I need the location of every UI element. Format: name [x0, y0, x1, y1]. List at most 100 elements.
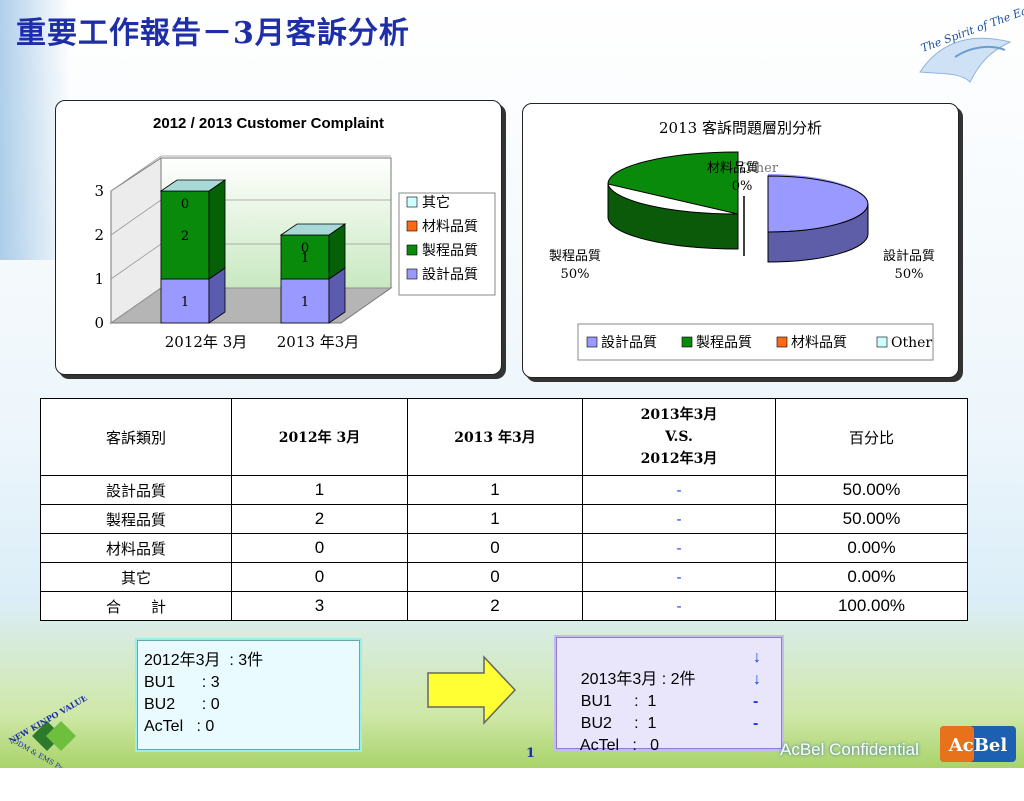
pie-legend-swatch: [876, 336, 888, 348]
legend-label: 設計品質: [422, 267, 478, 283]
eagle-logo-icon: The Spirit of The Eagle: [919, 2, 1024, 83]
row-compare: -: [582, 533, 776, 563]
table-row: 製程品質 2 1 - 50.00%: [40, 504, 968, 534]
row-value-2013: 0: [407, 562, 583, 592]
page-number: 1: [526, 746, 536, 761]
note-line: AcTel : 0 -: [557, 713, 781, 754]
legend-label: 其它: [422, 194, 450, 211]
bar-front: [280, 234, 330, 280]
note-2012-summary: 2012年3月 : 3件 BU1 : 3 BU2 : 0 AcTel : 0: [137, 640, 360, 750]
bar-value-label: 0: [301, 241, 309, 256]
y-tick-label: 2: [94, 226, 104, 244]
pie-legend-label: 製程品質: [696, 335, 752, 351]
row-value-2013: 0: [407, 533, 583, 563]
bar-front: [160, 278, 210, 324]
table-row: 設計品質 1 1 - 50.00%: [40, 475, 968, 505]
kinpo-logo-icon: NEW KINPO VALUE ODM & EMS Partner: [7, 696, 89, 768]
acbel-logo-icon: AcBel: [940, 726, 1016, 762]
pie-legend-swatch: [681, 336, 693, 348]
table-row: 材料品質 0 0 - 0.00%: [40, 533, 968, 563]
header-compare-line2: V.S.: [665, 429, 693, 445]
legend-swatch: [406, 244, 418, 256]
slide-title: 重要工作報告－3月客訴分析: [16, 16, 410, 51]
pie-slice-design: [767, 174, 869, 263]
row-value-2013: 2: [407, 591, 583, 621]
row-compare: -: [582, 591, 776, 621]
confidential-label: AcBel Confidential: [780, 740, 919, 759]
legend-swatch: [406, 220, 418, 232]
y-tick-label: 3: [94, 182, 104, 200]
row-category: 合 計: [40, 591, 232, 621]
bar-segment-0-1: [280, 267, 346, 324]
note-line: 2013年3月 : 2件 ↓: [557, 647, 781, 688]
note-line: 2012年3月 : 3件: [144, 652, 264, 669]
pie-slice-process: [607, 151, 739, 250]
pie-chart-panel: 2013 客訴問題層別分析 材料品質 Other 0% 製程品質 50% 設計品…: [522, 103, 959, 378]
pie-legend-label: 材料品質: [791, 335, 847, 351]
gridline: [110, 155, 391, 192]
pie-legend-label: Other: [891, 335, 932, 351]
right-arrow-icon: [427, 655, 517, 725]
pie-chart: 材料品質 Other 0% 製程品質 50% 設計品質 50% 設計品質 製程品質…: [549, 151, 935, 361]
pie-legend-swatch: [776, 336, 788, 348]
note-text: BU2 : 1: [580, 715, 657, 732]
row-value-2013: 1: [407, 504, 583, 534]
row-category: 其它: [40, 562, 232, 592]
pie-label-top: 材料品質: [707, 161, 759, 176]
note-text: 2013年3月 : 2件: [580, 671, 696, 688]
x-category-label: 2012年 3月: [165, 333, 248, 351]
note-line: BU2 : 1 -: [557, 691, 781, 732]
pie-chart-title: 2013 客訴問題層別分析: [659, 119, 822, 137]
header-2013: 2013 年3月: [407, 398, 583, 476]
row-compare: -: [582, 504, 776, 534]
row-value-2012: 0: [231, 533, 408, 563]
bar-chart-title: 2012 / 2013 Customer Complaint: [153, 115, 384, 132]
bar-front: [280, 278, 330, 324]
dash-marker: -: [753, 715, 759, 732]
header-compare-line1: 2013年3月: [640, 407, 718, 423]
down-arrow-icon: ↓: [753, 649, 761, 666]
table-row-total: 合 計 3 2 - 100.00%: [40, 591, 968, 621]
row-percentage: 0.00%: [775, 562, 968, 592]
y-tick-label: 1: [94, 270, 104, 288]
row-category: 材料品質: [40, 533, 232, 563]
pie-label-top-other: Other: [740, 161, 779, 176]
note-line: BU2 : 0: [144, 696, 220, 713]
pie-pct-top: 0%: [732, 179, 753, 194]
table-row: 其它 0 0 - 0.00%: [40, 562, 968, 592]
down-arrow-icon: ↓: [753, 671, 761, 688]
bar-chart-x-labels: 2012年 3月 2013 年3月: [165, 333, 360, 351]
table-header-row: 客訴類別 2012年 3月 2013 年3月 2013年3月 V.S. 2012…: [40, 398, 968, 476]
row-value-2012: 3: [231, 591, 408, 621]
row-percentage: 100.00%: [775, 591, 968, 621]
row-category: 製程品質: [40, 504, 232, 534]
y-tick-label: 0: [94, 314, 104, 332]
row-value-2012: 1: [231, 475, 408, 505]
acbel-logo-text: AcBel: [948, 735, 1008, 756]
bar-value-label: 1: [301, 295, 309, 310]
bar-segment-1-1: [280, 223, 346, 280]
complaint-table: 客訴類別 2012年 3月 2013 年3月 2013年3月 V.S. 2012…: [40, 398, 968, 621]
header-compare-line3: 2012年3月: [640, 451, 718, 467]
legend-swatch: [406, 196, 418, 208]
pie-pct-design: 50%: [895, 267, 924, 282]
note-text: BU1 : 1: [580, 693, 657, 710]
row-percentage: 50.00%: [775, 504, 968, 534]
bar-value-label: 0: [181, 197, 189, 212]
pie-chart-legend: [577, 323, 934, 361]
legend-label: 製程品質: [422, 243, 478, 259]
pie-label-process: 製程品質: [549, 249, 601, 264]
bar-top: [279, 223, 347, 236]
legend-swatch: [406, 268, 418, 280]
row-compare: -: [582, 562, 776, 592]
pie-label-design: 設計品質: [883, 248, 935, 264]
bar-side: [208, 179, 226, 280]
dash-marker: -: [753, 693, 759, 710]
row-value-2012: 2: [231, 504, 408, 534]
bar-value-label: 1: [301, 251, 309, 266]
row-category: 設計品質: [40, 475, 232, 505]
bar-segment-1-0: [160, 179, 226, 280]
